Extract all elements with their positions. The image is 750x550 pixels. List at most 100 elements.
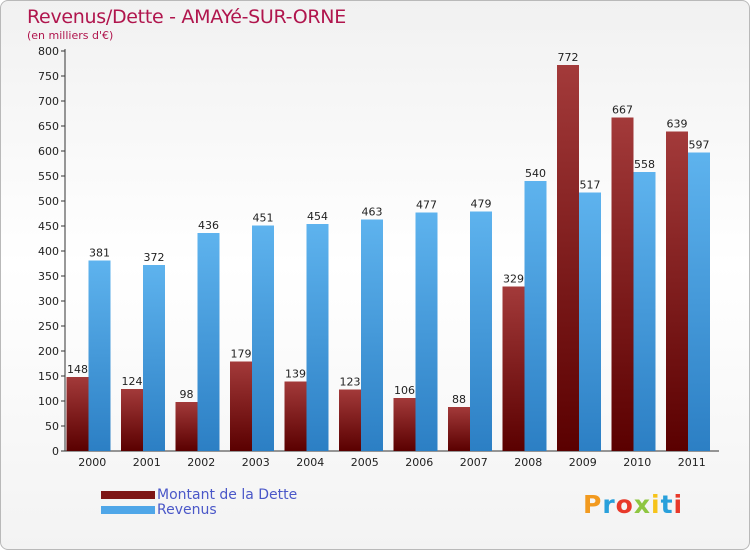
x-tick-label: 2000	[78, 456, 106, 469]
value-label-debt: 124	[122, 375, 143, 388]
bar-revenue	[524, 181, 547, 451]
y-tick-label: 700	[38, 95, 59, 108]
bar-revenue	[415, 212, 438, 451]
x-tick-label: 2008	[514, 456, 542, 469]
value-label-debt: 98	[180, 388, 194, 401]
x-tick-label: 2009	[569, 456, 597, 469]
bar-debt	[175, 402, 198, 451]
value-label-revenue: 540	[525, 167, 546, 180]
value-label-revenue: 436	[198, 219, 219, 232]
x-tick-label: 2005	[351, 456, 379, 469]
y-tick-label: 800	[38, 45, 59, 58]
y-tick-label: 600	[38, 145, 59, 158]
value-label-debt: 639	[667, 118, 688, 131]
bar-revenue	[470, 211, 492, 451]
bar-debt	[502, 286, 525, 451]
chart-subtitle: (en milliers d'€)	[27, 29, 114, 42]
bar-debt	[230, 361, 252, 451]
y-tick-label: 550	[38, 170, 59, 183]
value-label-revenue: 517	[580, 179, 601, 192]
legend-label-revenue: Revenus	[157, 501, 217, 518]
value-label-debt: 329	[503, 273, 524, 286]
bar-revenue	[306, 224, 329, 451]
logo-letter: x	[633, 490, 651, 519]
value-label-revenue: 463	[362, 206, 383, 219]
y-tick-label: 400	[38, 245, 59, 258]
x-tick-label: 2006	[405, 456, 433, 469]
value-label-debt: 106	[394, 384, 415, 397]
y-tick-label: 150	[38, 370, 59, 383]
bar-revenue	[197, 233, 220, 451]
y-tick-label: 100	[38, 395, 59, 408]
value-label-debt: 88	[452, 393, 466, 406]
y-tick-label: 500	[38, 195, 59, 208]
bar-revenue	[252, 225, 274, 451]
value-label-revenue: 454	[307, 210, 328, 223]
x-tick-label: 2011	[678, 456, 706, 469]
logo-letter: r	[602, 490, 616, 519]
bar-revenue	[579, 192, 601, 451]
proxiti-logo: Proxiti	[583, 490, 683, 519]
value-label-revenue: 597	[689, 139, 710, 152]
y-tick-label: 350	[38, 270, 59, 283]
bar-revenue	[633, 172, 656, 451]
bar-debt	[557, 65, 579, 451]
legend-swatch-debt	[101, 490, 155, 499]
x-tick-label: 2001	[133, 456, 161, 469]
legend: Montant de la Dette Revenus	[101, 486, 298, 518]
value-label-debt: 772	[558, 51, 579, 64]
legend-label-debt: Montant de la Dette	[157, 486, 298, 503]
y-tick-label: 750	[38, 70, 59, 83]
x-tick-label: 2007	[460, 456, 488, 469]
y-tick-label: 450	[38, 220, 59, 233]
x-tick-label: 2004	[296, 456, 324, 469]
y-tick-label: 250	[38, 320, 59, 333]
y-tick-label: 300	[38, 295, 59, 308]
chart-title: Revenus/Dette - AMAYé-SUR-ORNE	[27, 6, 346, 28]
x-tick-label: 2002	[187, 456, 215, 469]
bars	[66, 65, 710, 451]
value-label-revenue: 381	[89, 247, 110, 260]
bar-debt	[339, 389, 361, 451]
logo-letter: t	[660, 490, 674, 519]
value-labels: 148 381 124 372 98 436 179 451 139 454 123 463 106 47…	[67, 51, 710, 406]
x-tick-label: 2003	[242, 456, 270, 469]
value-label-revenue: 477	[416, 199, 437, 212]
bar-debt	[284, 381, 307, 451]
legend-item-revenue: Revenus	[101, 501, 297, 518]
bar-debt	[393, 398, 416, 451]
value-label-revenue: 558	[634, 158, 655, 171]
x-tick-label: 2010	[623, 456, 651, 469]
bar-chart: 0 50 100 150 200 250 300 350 400 450 500 550 600 650 7…	[38, 45, 719, 469]
y-tick-label: 0	[52, 445, 59, 458]
bar-revenue	[88, 260, 111, 451]
value-label-revenue: 372	[144, 251, 165, 264]
logo-letter: o	[615, 490, 634, 519]
logo-letter: i	[673, 490, 684, 519]
y-tick-label: 200	[38, 345, 59, 358]
bar-revenue	[143, 265, 165, 451]
bar-debt	[666, 131, 688, 451]
bar-debt	[611, 117, 634, 451]
y-tick-label: 650	[38, 120, 59, 133]
bar-revenue	[688, 152, 710, 451]
value-label-debt: 123	[340, 376, 361, 389]
y-axis: 0 50 100 150 200 250 300 350 400 450 500 550 600 650 7…	[38, 45, 66, 458]
bar-debt	[66, 377, 89, 451]
value-label-revenue: 479	[471, 198, 492, 211]
logo-letter: i	[651, 490, 661, 519]
value-label-debt: 139	[285, 368, 306, 381]
value-label-revenue: 451	[253, 212, 274, 225]
bar-debt	[121, 389, 143, 451]
y-tick-label: 50	[45, 420, 59, 433]
value-label-debt: 667	[612, 104, 633, 117]
x-axis: 2000 2001 2002 2003 2004 2005 2006 2007 2008 2009…	[65, 450, 719, 469]
legend-item-debt: Montant de la Dette	[101, 486, 298, 503]
logo-letter: P	[583, 490, 603, 519]
legend-swatch-revenue	[101, 505, 155, 514]
bar-debt	[448, 407, 470, 451]
value-label-debt: 148	[67, 363, 88, 376]
bar-revenue	[361, 219, 383, 451]
value-label-debt: 179	[231, 348, 252, 361]
